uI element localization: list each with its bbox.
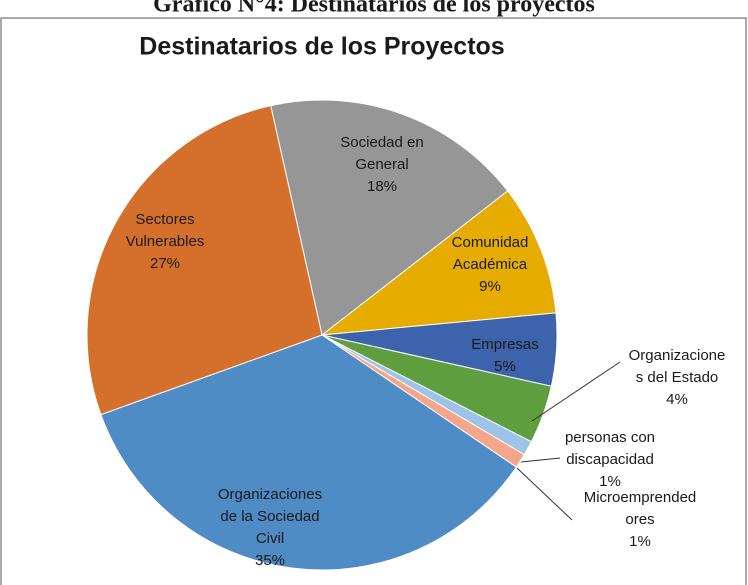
label-line: Organizacione bbox=[629, 347, 726, 364]
slice-label: Sociedad en General bbox=[340, 134, 423, 173]
slice-label: Comunidad Académica bbox=[452, 234, 529, 273]
label-line: discapacidad bbox=[566, 451, 654, 468]
leader-line bbox=[516, 467, 573, 521]
slice-label: Microemprended ores bbox=[584, 489, 697, 528]
label-line: Civil bbox=[256, 530, 284, 547]
slice-value-label: 27% bbox=[150, 255, 180, 272]
label-line: Comunidad bbox=[452, 234, 529, 251]
pie-slice bbox=[270, 99, 509, 336]
chart-title: Destinatarios de los Proyectos bbox=[139, 33, 504, 61]
slice-value-label: 18% bbox=[367, 178, 397, 195]
pie-slice bbox=[320, 190, 557, 336]
slice-label: Organizacione s del Estado bbox=[629, 347, 726, 386]
label-line: s del Estado bbox=[636, 369, 719, 386]
label-line: Microemprended bbox=[584, 489, 697, 506]
leader-line bbox=[531, 361, 621, 422]
slice-value-label: 1% bbox=[599, 473, 621, 490]
pie-slice bbox=[86, 105, 323, 416]
slice-value-label: 1% bbox=[629, 533, 651, 550]
slice-value-label: 9% bbox=[479, 278, 501, 295]
slice-value-label: 35% bbox=[255, 552, 285, 569]
label-line: personas con bbox=[565, 429, 655, 446]
leader-line bbox=[520, 457, 561, 463]
label-line: Vulnerables bbox=[126, 233, 205, 250]
label-line: Organizaciones bbox=[218, 486, 322, 503]
label-line: Sectores bbox=[135, 211, 194, 228]
label-line: de la Sociedad bbox=[220, 508, 319, 525]
slice-value-label: 4% bbox=[666, 391, 688, 408]
label-line: Empresas bbox=[471, 336, 539, 353]
label-line: Académica bbox=[453, 256, 528, 273]
label-line: Sociedad en bbox=[340, 134, 423, 151]
label-line: ores bbox=[625, 511, 654, 528]
label-line: General bbox=[355, 156, 408, 173]
slice-label: personas con discapacidad bbox=[565, 429, 655, 468]
slice-label: Empresas bbox=[471, 336, 539, 353]
slice-label: Sectores Vulnerables bbox=[126, 211, 205, 250]
slice-label: Organizaciones de la Sociedad Civil bbox=[218, 486, 322, 547]
slice-value-label: 5% bbox=[494, 358, 516, 375]
caption: Gráfico N°4: Destinatarios de los proyec… bbox=[153, 0, 595, 18]
pie-slice bbox=[100, 334, 518, 571]
